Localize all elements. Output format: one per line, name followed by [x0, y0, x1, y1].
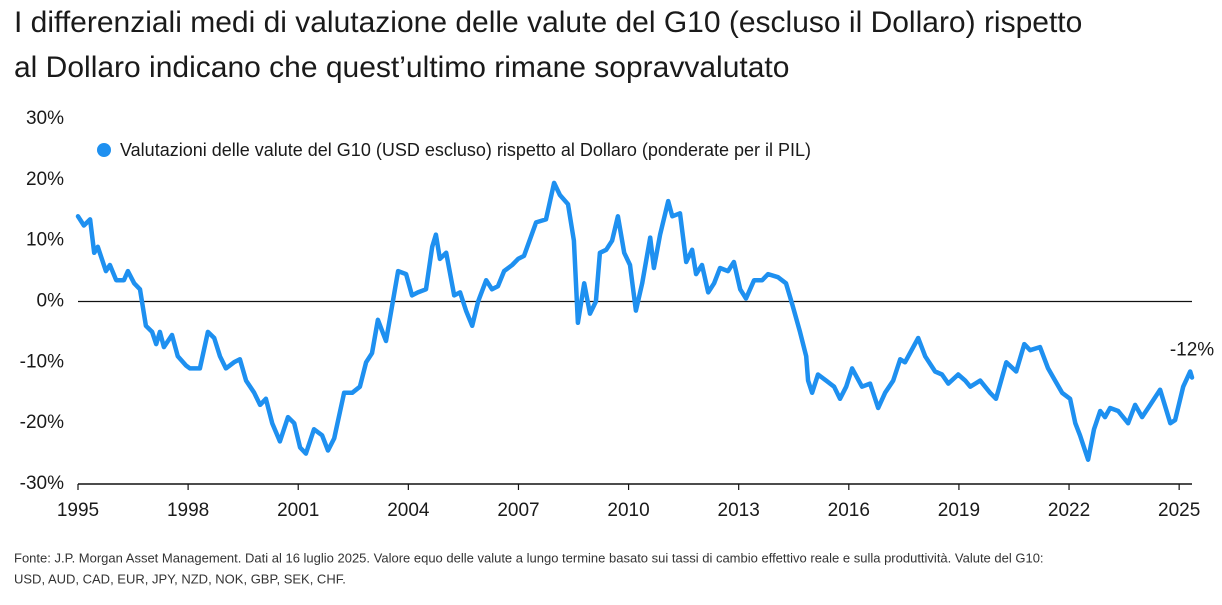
x-tick-label: 2025: [1158, 500, 1200, 521]
x-tick-label: 2016: [828, 500, 870, 521]
y-tick-label: -20%: [20, 412, 64, 433]
y-tick-label: -10%: [20, 351, 64, 372]
chart-title: al Dollaro indicano che quest’ultimo rim…: [14, 51, 789, 84]
y-tick-label: 0%: [37, 291, 65, 312]
y-tick-label: 20%: [26, 169, 64, 190]
x-tick-label: 1998: [167, 500, 209, 521]
x-tick-label: 1995: [57, 500, 99, 521]
chart-title: I differenziali medi di valutazione dell…: [14, 6, 1082, 39]
x-tick-label: 2010: [607, 500, 649, 521]
y-tick-label: -30%: [20, 473, 64, 494]
footnote: USD, AUD, CAD, EUR, JPY, NZD, NOK, GBP, …: [14, 571, 346, 586]
x-tick-label: 2007: [497, 500, 539, 521]
y-tick-label: 10%: [26, 230, 64, 251]
x-tick-label: 2022: [1048, 500, 1090, 521]
annotation: -12%: [1170, 340, 1214, 361]
x-tick-label: 2001: [277, 500, 319, 521]
footnote: Fonte: J.P. Morgan Asset Management. Dat…: [14, 550, 1044, 565]
x-tick-label: 2013: [718, 500, 760, 521]
y-tick-label: 30%: [26, 108, 64, 129]
legend-marker: [97, 143, 111, 157]
x-tick-label: 2019: [938, 500, 980, 521]
legend-label: Valutazioni delle valute del G10 (USD es…: [120, 140, 811, 160]
line-series: [75, 180, 1195, 462]
x-tick-label: 2004: [387, 500, 430, 521]
